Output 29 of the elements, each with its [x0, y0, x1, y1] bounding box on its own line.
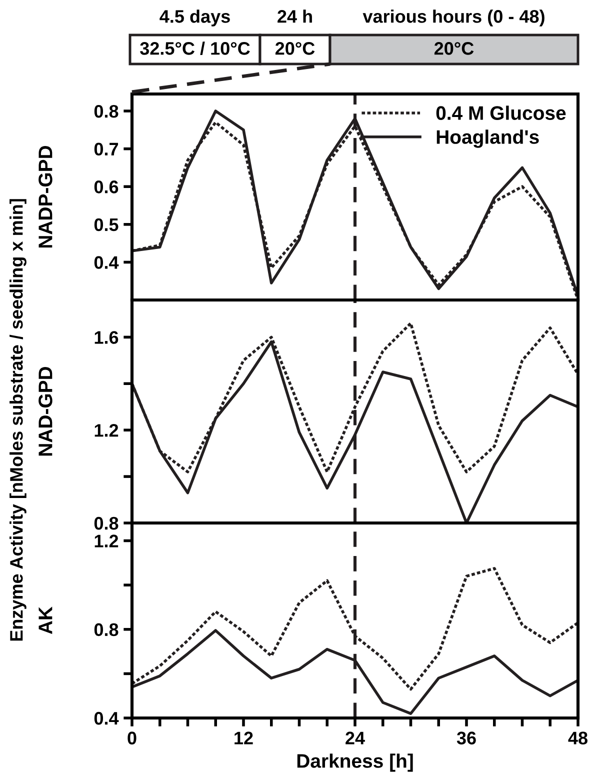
y-tick-label: 0.4	[94, 256, 119, 269]
legend-label: 0.4 M Glucose	[436, 106, 566, 120]
text: 32.5°C / 10°C	[140, 42, 250, 56]
x-tick-label: 36	[456, 732, 476, 744]
y-tick-label: 0.6	[94, 180, 118, 194]
y-tick-label: 0.7	[94, 142, 118, 156]
text: 20°C	[275, 42, 315, 55]
x-tick-label: 48	[568, 732, 588, 744]
y-axis-title: NAD-GPD	[38, 366, 52, 456]
text: 24 h	[278, 10, 312, 23]
x-axis-title: Darkness [h]	[297, 754, 413, 772]
y-axis-title: NADP-GPD	[38, 146, 52, 248]
x-tick-label: 12	[234, 732, 253, 744]
y-tick-label: 0.4	[94, 712, 119, 725]
y-tick-label: 0.8	[94, 104, 118, 118]
legend-label: Hoagland's	[436, 130, 539, 148]
text: 4.5 days	[160, 10, 230, 26]
text: 20°C	[434, 42, 474, 55]
y-tick-label: 0.5	[94, 218, 118, 232]
x-tick-label: 0	[128, 732, 136, 744]
text: Enzyme Activity [nMoles substrate / seedling x min]	[10, 199, 26, 641]
y-tick-label: 0.8	[94, 623, 118, 636]
y-axis-title: AK	[38, 606, 52, 634]
text: various hours (0 - 48)	[362, 10, 544, 26]
x-tick-label: 24	[346, 732, 365, 744]
y-tick-label: 1.2	[94, 534, 118, 548]
y-tick-label: 1.6	[94, 331, 118, 344]
y-tick-label: 1.2	[94, 424, 118, 437]
y-tick-label: 0.8	[94, 516, 118, 530]
